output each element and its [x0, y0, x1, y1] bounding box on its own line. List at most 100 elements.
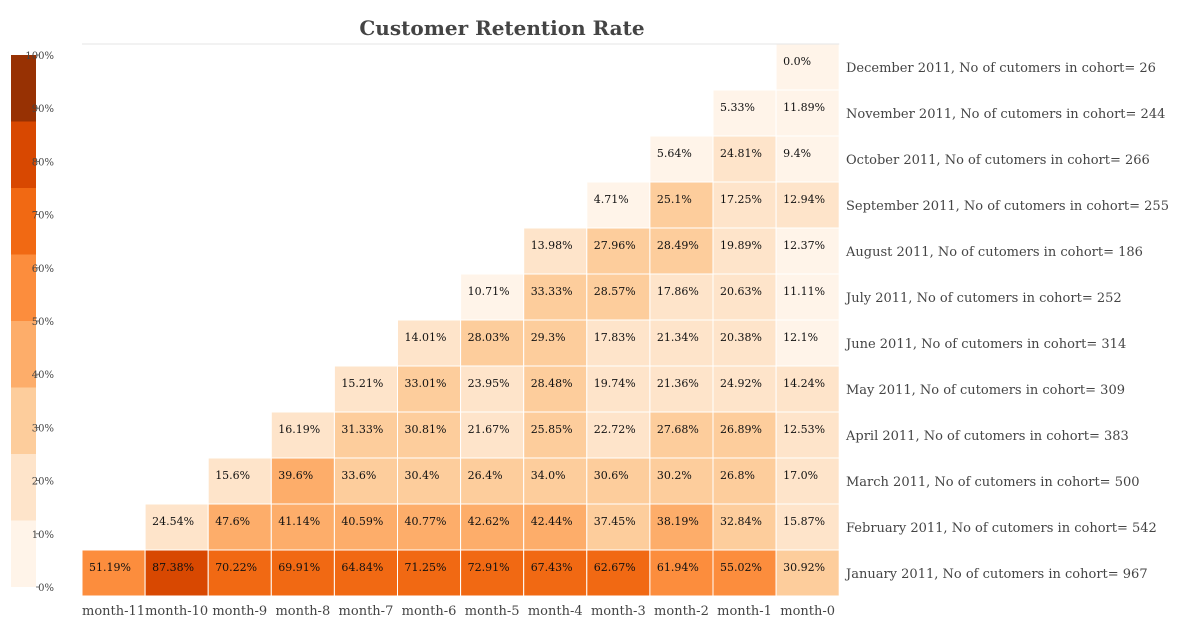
heatmap-cell	[207, 457, 272, 505]
column-label: month-11	[82, 604, 145, 619]
empty-cell	[271, 320, 335, 366]
empty-cell	[271, 366, 335, 412]
empty-cell	[397, 182, 461, 228]
empty-cell	[145, 136, 209, 182]
column-label: month-4	[528, 604, 583, 619]
cell-value-label: 24.54%	[152, 515, 194, 528]
heatmap-cell	[397, 411, 462, 459]
empty-cell	[271, 90, 335, 136]
empty-cell	[334, 90, 398, 136]
heatmap-cell	[649, 227, 714, 275]
column-label: month-1	[717, 604, 772, 619]
cell-value-label: 71.25%	[405, 561, 447, 574]
cell-value-label: 17.0%	[783, 469, 818, 482]
cell-value-label: 37.45%	[594, 515, 636, 528]
heatmap-cell	[270, 411, 335, 459]
heatmap-cell	[586, 319, 651, 367]
colorbar-tick-label: 20%	[32, 477, 54, 488]
empty-cell	[397, 90, 461, 136]
cell-value-label: 0.0%	[783, 55, 811, 68]
empty-cell	[460, 228, 524, 274]
empty-cell	[208, 136, 272, 182]
empty-cell	[271, 182, 335, 228]
heatmap-cell	[81, 549, 146, 597]
cell-value-label: 19.74%	[594, 377, 636, 390]
cell-value-label: 40.59%	[341, 515, 383, 528]
empty-cell	[649, 44, 713, 90]
heatmap-cell	[460, 319, 525, 367]
cell-value-label: 20.63%	[720, 285, 762, 298]
cell-value-label: 28.57%	[594, 285, 636, 298]
heatmap-cell	[775, 411, 840, 459]
colorbar: 0% 10% 20% 30% 40% 50% 60% 70% 80% 90% 100%	[11, 51, 54, 594]
heatmap-cell	[270, 549, 335, 597]
cell-value-label: 70.22%	[215, 561, 257, 574]
heatmap-cell	[270, 503, 335, 551]
heatmap-cell	[712, 181, 777, 229]
cell-value-label: 20.38%	[720, 331, 762, 344]
row-label: June 2011, No of cutomers in cohort= 314	[844, 337, 1126, 352]
cell-value-label: 13.98%	[531, 239, 573, 252]
cell-value-label: 51.19%	[89, 561, 131, 574]
cell-value-label: 11.89%	[783, 101, 825, 114]
row-label: December 2011, No of cutomers in cohort=…	[846, 61, 1156, 76]
empty-cell	[82, 228, 146, 274]
heatmap-cell	[775, 181, 840, 229]
cell-value-label: 25.85%	[531, 423, 573, 436]
colorbar-tick-label: 60%	[32, 264, 54, 275]
empty-cell	[523, 44, 587, 90]
empty-cell	[397, 44, 461, 90]
cell-value-label: 27.68%	[657, 423, 699, 436]
cell-value-label: 30.92%	[783, 561, 825, 574]
cell-value-label: 69.91%	[278, 561, 320, 574]
row-label: April 2011, No of cutomers in cohort= 38…	[845, 429, 1129, 444]
row-label: September 2011, No of cutomers in cohort…	[846, 199, 1169, 214]
colorbar-tick-label: 90%	[32, 104, 54, 115]
empty-cell	[82, 366, 146, 412]
empty-cell	[145, 274, 209, 320]
empty-cell	[145, 182, 209, 228]
cell-value-label: 28.03%	[468, 331, 510, 344]
empty-cell	[208, 274, 272, 320]
empty-cell	[334, 182, 398, 228]
colorbar-tick-label: 70%	[32, 211, 54, 222]
cell-value-label: 30.2%	[657, 469, 692, 482]
empty-cell	[586, 90, 650, 136]
heatmap-cell	[523, 503, 588, 551]
empty-cell	[334, 274, 398, 320]
empty-cell	[460, 136, 524, 182]
heatmap-cell	[333, 411, 398, 459]
cell-value-label: 17.86%	[657, 285, 699, 298]
cell-value-label: 15.21%	[341, 377, 383, 390]
heatmap-cell	[649, 457, 714, 505]
cell-value-label: 14.01%	[405, 331, 447, 344]
cell-value-label: 4.71%	[594, 193, 629, 206]
cell-value-label: 5.33%	[720, 101, 755, 114]
colorbar-tick-label: 30%	[32, 423, 54, 434]
heatmap-cell	[775, 227, 840, 275]
empty-cell	[649, 90, 713, 136]
heatmap-cell	[460, 549, 525, 597]
heatmap-cell	[207, 503, 272, 551]
column-labels: month-11 month-10 month-9 month-8 month-7 mon…	[82, 604, 835, 619]
cell-value-label: 64.84%	[341, 561, 383, 574]
heatmap-cell	[523, 319, 588, 367]
heatmap-cell	[649, 181, 714, 229]
colorbar-tick-label: 100%	[25, 51, 54, 62]
heatmap-cell	[333, 503, 398, 551]
column-label: month-3	[591, 604, 646, 619]
cell-value-label: 17.25%	[720, 193, 762, 206]
empty-cell	[82, 458, 146, 504]
cell-value-label: 27.96%	[594, 239, 636, 252]
empty-cell	[145, 90, 209, 136]
colorbar-segment	[11, 55, 36, 122]
heatmap-cell	[649, 549, 714, 597]
colorbar-segment	[11, 188, 36, 255]
heatmap-cell	[775, 365, 840, 413]
heatmap-cell	[712, 457, 777, 505]
row-label: October 2011, No of cutomers in cohort= …	[846, 153, 1150, 168]
cell-value-label: 26.4%	[468, 469, 503, 482]
heatmap-cell	[775, 43, 840, 91]
cell-value-label: 72.91%	[468, 561, 510, 574]
column-label: month-5	[465, 604, 520, 619]
